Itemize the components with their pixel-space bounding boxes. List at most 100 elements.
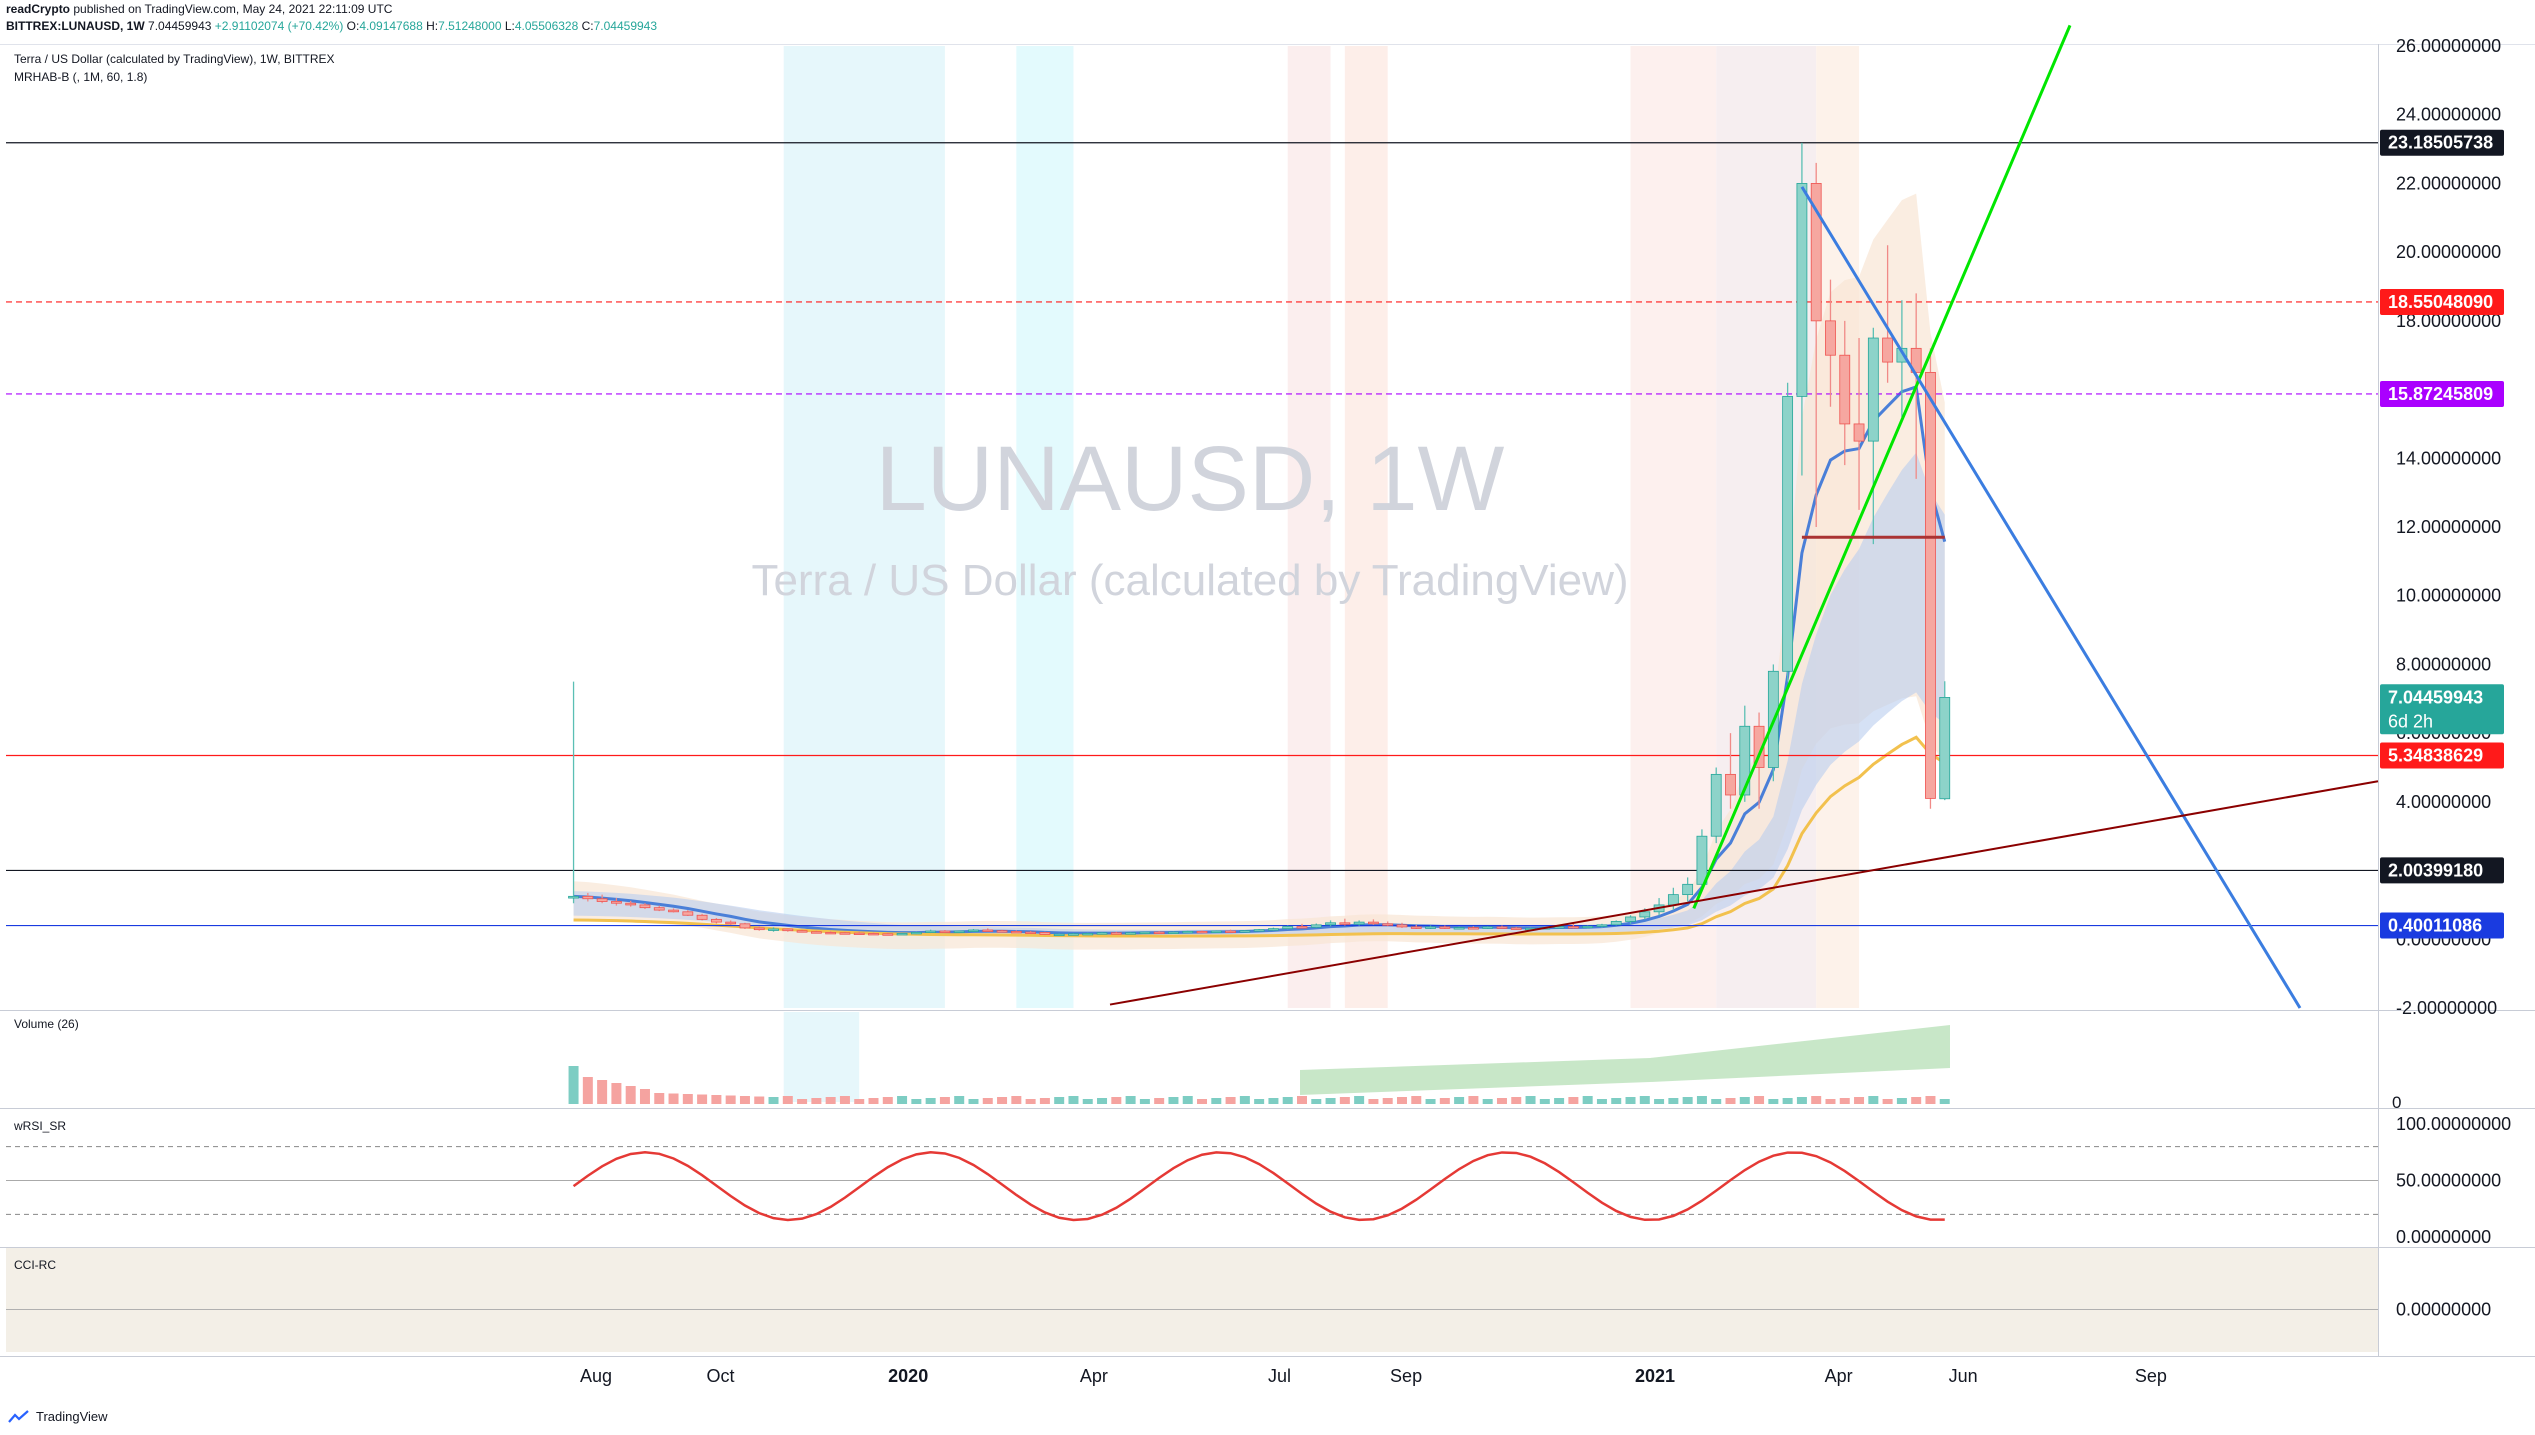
candle [1710,767,1722,844]
change-value: +2.91102074 (+70.42%) [214,19,344,33]
candle-body [768,928,779,931]
candle [1625,915,1636,924]
candle [739,922,751,929]
candle-body [1467,927,1479,930]
candle-body [1310,924,1322,928]
candle-body [1153,931,1165,934]
price-tag-box [2380,380,2504,407]
candle-body [1725,773,1736,796]
candle [782,928,794,932]
candle [1239,930,1251,933]
volume-bar [1454,1097,1465,1104]
high-value: 7.51248000 [438,19,502,33]
volume-bar [1011,1096,1022,1104]
rsi-axis-tick: 50.00000000 [2396,1171,2501,1191]
volume-bar [1754,1096,1765,1104]
candle-body [1825,320,1836,356]
candle [1725,733,1736,809]
trendline-blue [1800,186,2302,1009]
candle-body [839,932,851,935]
time-axis-tick: 2021 [1635,1366,1675,1386]
symbol-line: BITTREX:LUNAUSD, 1W [6,19,145,33]
price-tag-label: 23.18505738 [2388,133,2493,153]
volume-bar [854,1099,865,1104]
candle-body [896,933,908,936]
candle-body [1168,931,1179,934]
price-axis-border [2378,44,2379,1356]
volume-bar [1125,1096,1136,1104]
cci-pane-label: CCI-RC [14,1258,56,1272]
volume-bar [1368,1099,1379,1104]
volume-bar [1925,1096,1936,1104]
published-text: published on TradingView.com, May 24, 20… [73,2,393,16]
candle-body [1639,911,1651,918]
candle-body [1710,773,1722,837]
candle-body [1882,337,1894,363]
candle [1839,320,1851,466]
candle-body [1567,926,1579,929]
volume-bar [1911,1097,1922,1104]
price-tag-label: 2.00399180 [2388,860,2483,880]
volume-bar [1311,1099,1322,1104]
volume-bar [1325,1098,1336,1104]
candle-body [710,918,722,923]
vol-shade-zone [783,1012,860,1102]
open-value: 4.09147688 [359,19,423,33]
candle-body [1139,931,1151,934]
time-axis-tick: Sep [1390,1366,1422,1386]
open-label: O: [346,19,360,33]
candle-body [953,930,965,933]
volume-bar [1254,1099,1265,1104]
volume-bar [739,1096,750,1104]
price-tag: 18.55048090 [2380,288,2504,315]
candle [682,910,694,916]
candle-body [1496,926,1508,929]
close-label: C: [581,19,594,33]
candle-body [1810,183,1822,322]
volume-bar [1825,1099,1836,1104]
volume-bar [868,1098,879,1104]
candle-body [639,904,651,909]
price-tag-label: 0.40011086 [2388,916,2482,936]
volume-bar [1111,1097,1122,1104]
volume-bar [1625,1097,1636,1104]
candle [1453,926,1465,930]
candle-body [868,933,879,936]
candle [582,892,594,902]
candle-body [1782,396,1794,672]
volume-bar [839,1096,850,1104]
volume-bar [1554,1098,1565,1104]
candle-body [825,932,837,935]
candle [1510,926,1522,930]
candle [1039,931,1051,936]
volume-bar [1354,1096,1365,1104]
candle-body [1425,926,1436,929]
candle [953,930,965,933]
candle-body [1796,183,1808,397]
candle-body [582,895,594,900]
candle-body [753,927,765,931]
low-value: 4.05506328 [514,19,579,33]
volume-bar [1696,1096,1707,1104]
watermark-name: Terra / US Dollar (calculated by Trading… [751,556,1628,605]
candle-body [1196,930,1208,934]
tradingview-logo[interactable]: TradingView [8,1409,108,1424]
candle [1610,920,1622,926]
volume-bar [1082,1099,1093,1104]
volume-bar [982,1098,993,1104]
time-axis-border [0,1356,2535,1357]
candle-body [1182,930,1194,934]
candle-body [739,923,751,929]
candle [882,932,894,936]
volume-bar [1725,1098,1736,1104]
rsi-axis-tick: 0.00000000 [2396,1227,2491,1247]
candle [1282,925,1294,930]
price-axis-tick: 4.00000000 [2396,792,2491,812]
candle-body [882,933,894,936]
volume-bar [1339,1097,1350,1104]
candle [1268,927,1279,931]
candle [668,908,679,913]
price-tag: 0.40011086 [2380,912,2504,939]
candle [1368,919,1379,925]
